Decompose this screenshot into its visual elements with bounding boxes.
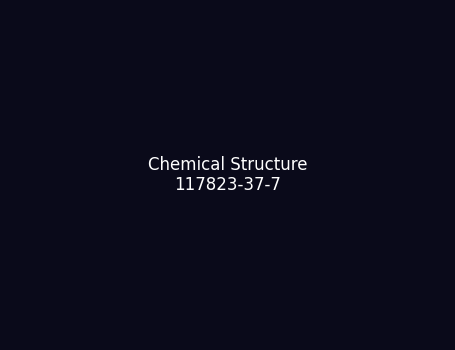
Text: Chemical Structure
117823-37-7: Chemical Structure 117823-37-7: [148, 156, 307, 194]
